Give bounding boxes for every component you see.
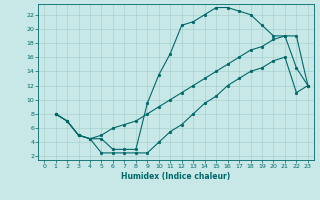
X-axis label: Humidex (Indice chaleur): Humidex (Indice chaleur)	[121, 172, 231, 181]
